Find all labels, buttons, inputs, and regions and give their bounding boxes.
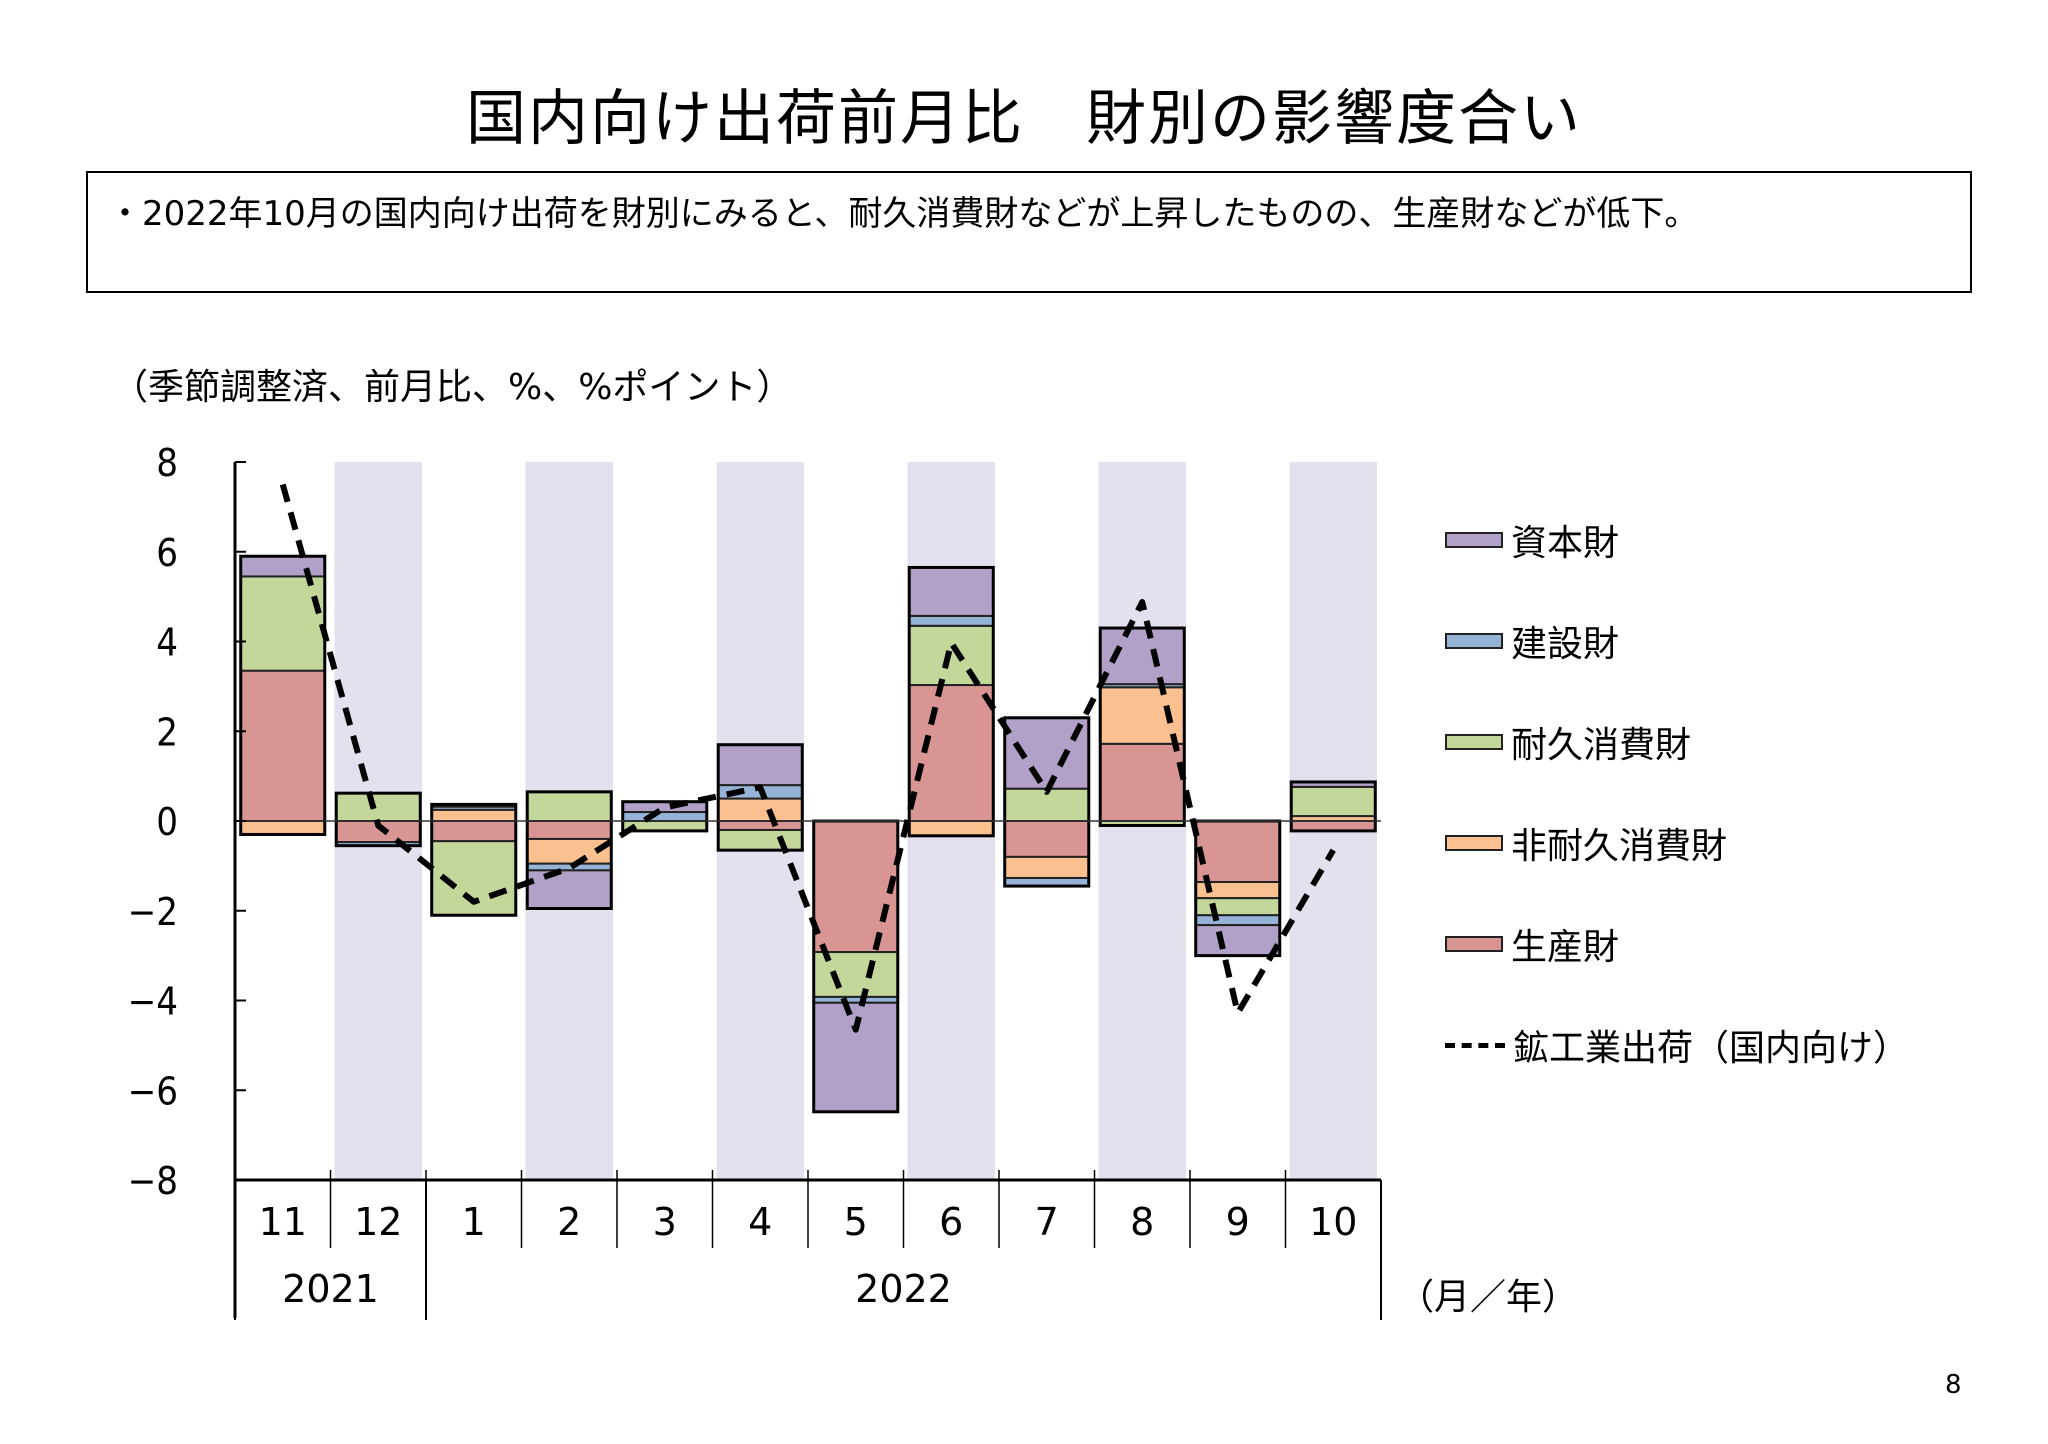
x-tick-label: 4 [748, 1200, 772, 1244]
bar-segment [621, 800, 708, 814]
x-tick-label: 9 [1226, 1200, 1250, 1244]
bar-segment [812, 820, 899, 954]
bar-segment [239, 669, 326, 823]
bar-segment [908, 566, 995, 617]
legend-label: 非耐久消費財 [1511, 826, 1728, 867]
bar-outline [525, 790, 613, 911]
y-tick-label: −4 [128, 980, 178, 1024]
bar-segment [239, 555, 326, 578]
legend-swatch [1445, 936, 1503, 952]
x-tick-label: 12 [354, 1200, 402, 1244]
legend-swatch [1445, 734, 1503, 750]
bar-outline [907, 565, 995, 838]
legend-item: 鉱工業出荷（国内向け） [1445, 1015, 1909, 1075]
x-tick-label: 8 [1130, 1200, 1154, 1244]
bar-segment [526, 820, 613, 840]
legend-item: 耐久消費財 [1445, 712, 1691, 772]
bar-segment [1290, 785, 1377, 818]
bar-segment [717, 797, 804, 822]
y-tick-label: 0 [156, 800, 178, 844]
bar-segment [335, 792, 422, 822]
bar-segment [908, 684, 995, 822]
bar-segment [717, 828, 804, 852]
bar-segment [1003, 820, 1090, 858]
bar-segment [908, 820, 995, 837]
bar-segment [526, 862, 613, 872]
bar-outline [1003, 716, 1091, 888]
y-axis-unit-label: （季節調整済、前月比、%、%ポイント） [112, 367, 793, 408]
y-tick-label: −8 [128, 1159, 178, 1203]
y-tick-label: 2 [156, 710, 178, 754]
y-tick-label: 4 [156, 621, 178, 665]
bar-segment [908, 614, 995, 627]
bar-segment [239, 820, 326, 836]
y-tick-label: 6 [156, 531, 178, 575]
year-label: 2021 [282, 1267, 379, 1311]
y-tick-label: −6 [128, 1069, 178, 1113]
legend-swatch [1445, 835, 1503, 851]
x-tick-label: 3 [653, 1200, 677, 1244]
year-label: 2022 [855, 1267, 952, 1311]
bar-segment [717, 820, 804, 831]
x-tick-label: 5 [844, 1200, 868, 1244]
bar-segment [908, 624, 995, 687]
legend-item: 非耐久消費財 [1445, 813, 1727, 873]
legend-swatch [1445, 532, 1503, 548]
legend-label: 耐久消費財 [1511, 725, 1692, 766]
bar-segment [621, 811, 708, 823]
bar-segment [430, 820, 517, 843]
x-tick-label: 2 [557, 1200, 581, 1244]
legend-label: 生産財 [1511, 927, 1620, 968]
legend-item: 生産財 [1445, 914, 1619, 974]
bar-segment [717, 743, 804, 787]
legend-label: 建設財 [1511, 624, 1620, 665]
bar-segment [1003, 855, 1090, 879]
bar-segment [526, 869, 613, 910]
bar-segment [526, 790, 613, 822]
legend-item: 建設財 [1445, 611, 1619, 671]
bar-segment [239, 575, 326, 672]
legend-label: 資本財 [1511, 523, 1620, 564]
bar-outline [239, 554, 327, 836]
legend-item: 資本財 [1445, 510, 1619, 570]
bar-segment [430, 808, 517, 822]
bar-outline [430, 802, 518, 917]
bar-segment [1194, 897, 1281, 917]
bar-outline [1289, 780, 1377, 833]
bar-segment [1194, 820, 1281, 884]
x-tick-label: 1 [462, 1200, 486, 1244]
page-title: 国内向け出荷前月比 財別の影響度合い [466, 84, 1582, 154]
bar-outline [716, 743, 804, 852]
page-number: 8 [1945, 1370, 1962, 1400]
bar-outline [1098, 626, 1186, 827]
summary-box: ・2022年10月の国内向け出荷を財別にみると、耐久消費財などが上昇したものの、… [86, 171, 1972, 293]
bar-segment [1194, 924, 1281, 957]
x-tick-label: 7 [1035, 1200, 1059, 1244]
bar-outline [621, 800, 709, 833]
x-tick-label: 10 [1309, 1200, 1357, 1244]
x-axis-unit-label: （月／年） [1398, 1277, 1579, 1318]
y-tick-label: 8 [156, 441, 178, 485]
bar-segment [1099, 742, 1186, 822]
legend-dash-icon [1445, 1042, 1505, 1048]
legend-label: 鉱工業出荷（国内向け） [1513, 1028, 1910, 1069]
x-tick-label: 11 [259, 1200, 307, 1244]
summary-text: ・2022年10月の国内向け出荷を財別にみると、耐久消費財などが上昇したものの、… [108, 194, 1699, 234]
x-tick-label: 6 [939, 1200, 963, 1244]
y-tick-label: −2 [128, 890, 178, 934]
legend-swatch [1445, 633, 1503, 649]
bar-outline [334, 791, 422, 848]
bar-segment [1194, 914, 1281, 927]
